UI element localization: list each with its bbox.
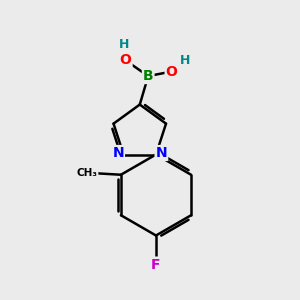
Text: CH₃: CH₃ <box>76 168 98 178</box>
Text: H: H <box>119 38 129 51</box>
Text: N: N <box>112 146 124 160</box>
Text: N: N <box>156 146 167 160</box>
Text: B: B <box>143 69 154 83</box>
Text: O: O <box>166 64 178 79</box>
Text: O: O <box>120 53 132 68</box>
Text: F: F <box>151 258 161 272</box>
Text: H: H <box>180 54 190 67</box>
